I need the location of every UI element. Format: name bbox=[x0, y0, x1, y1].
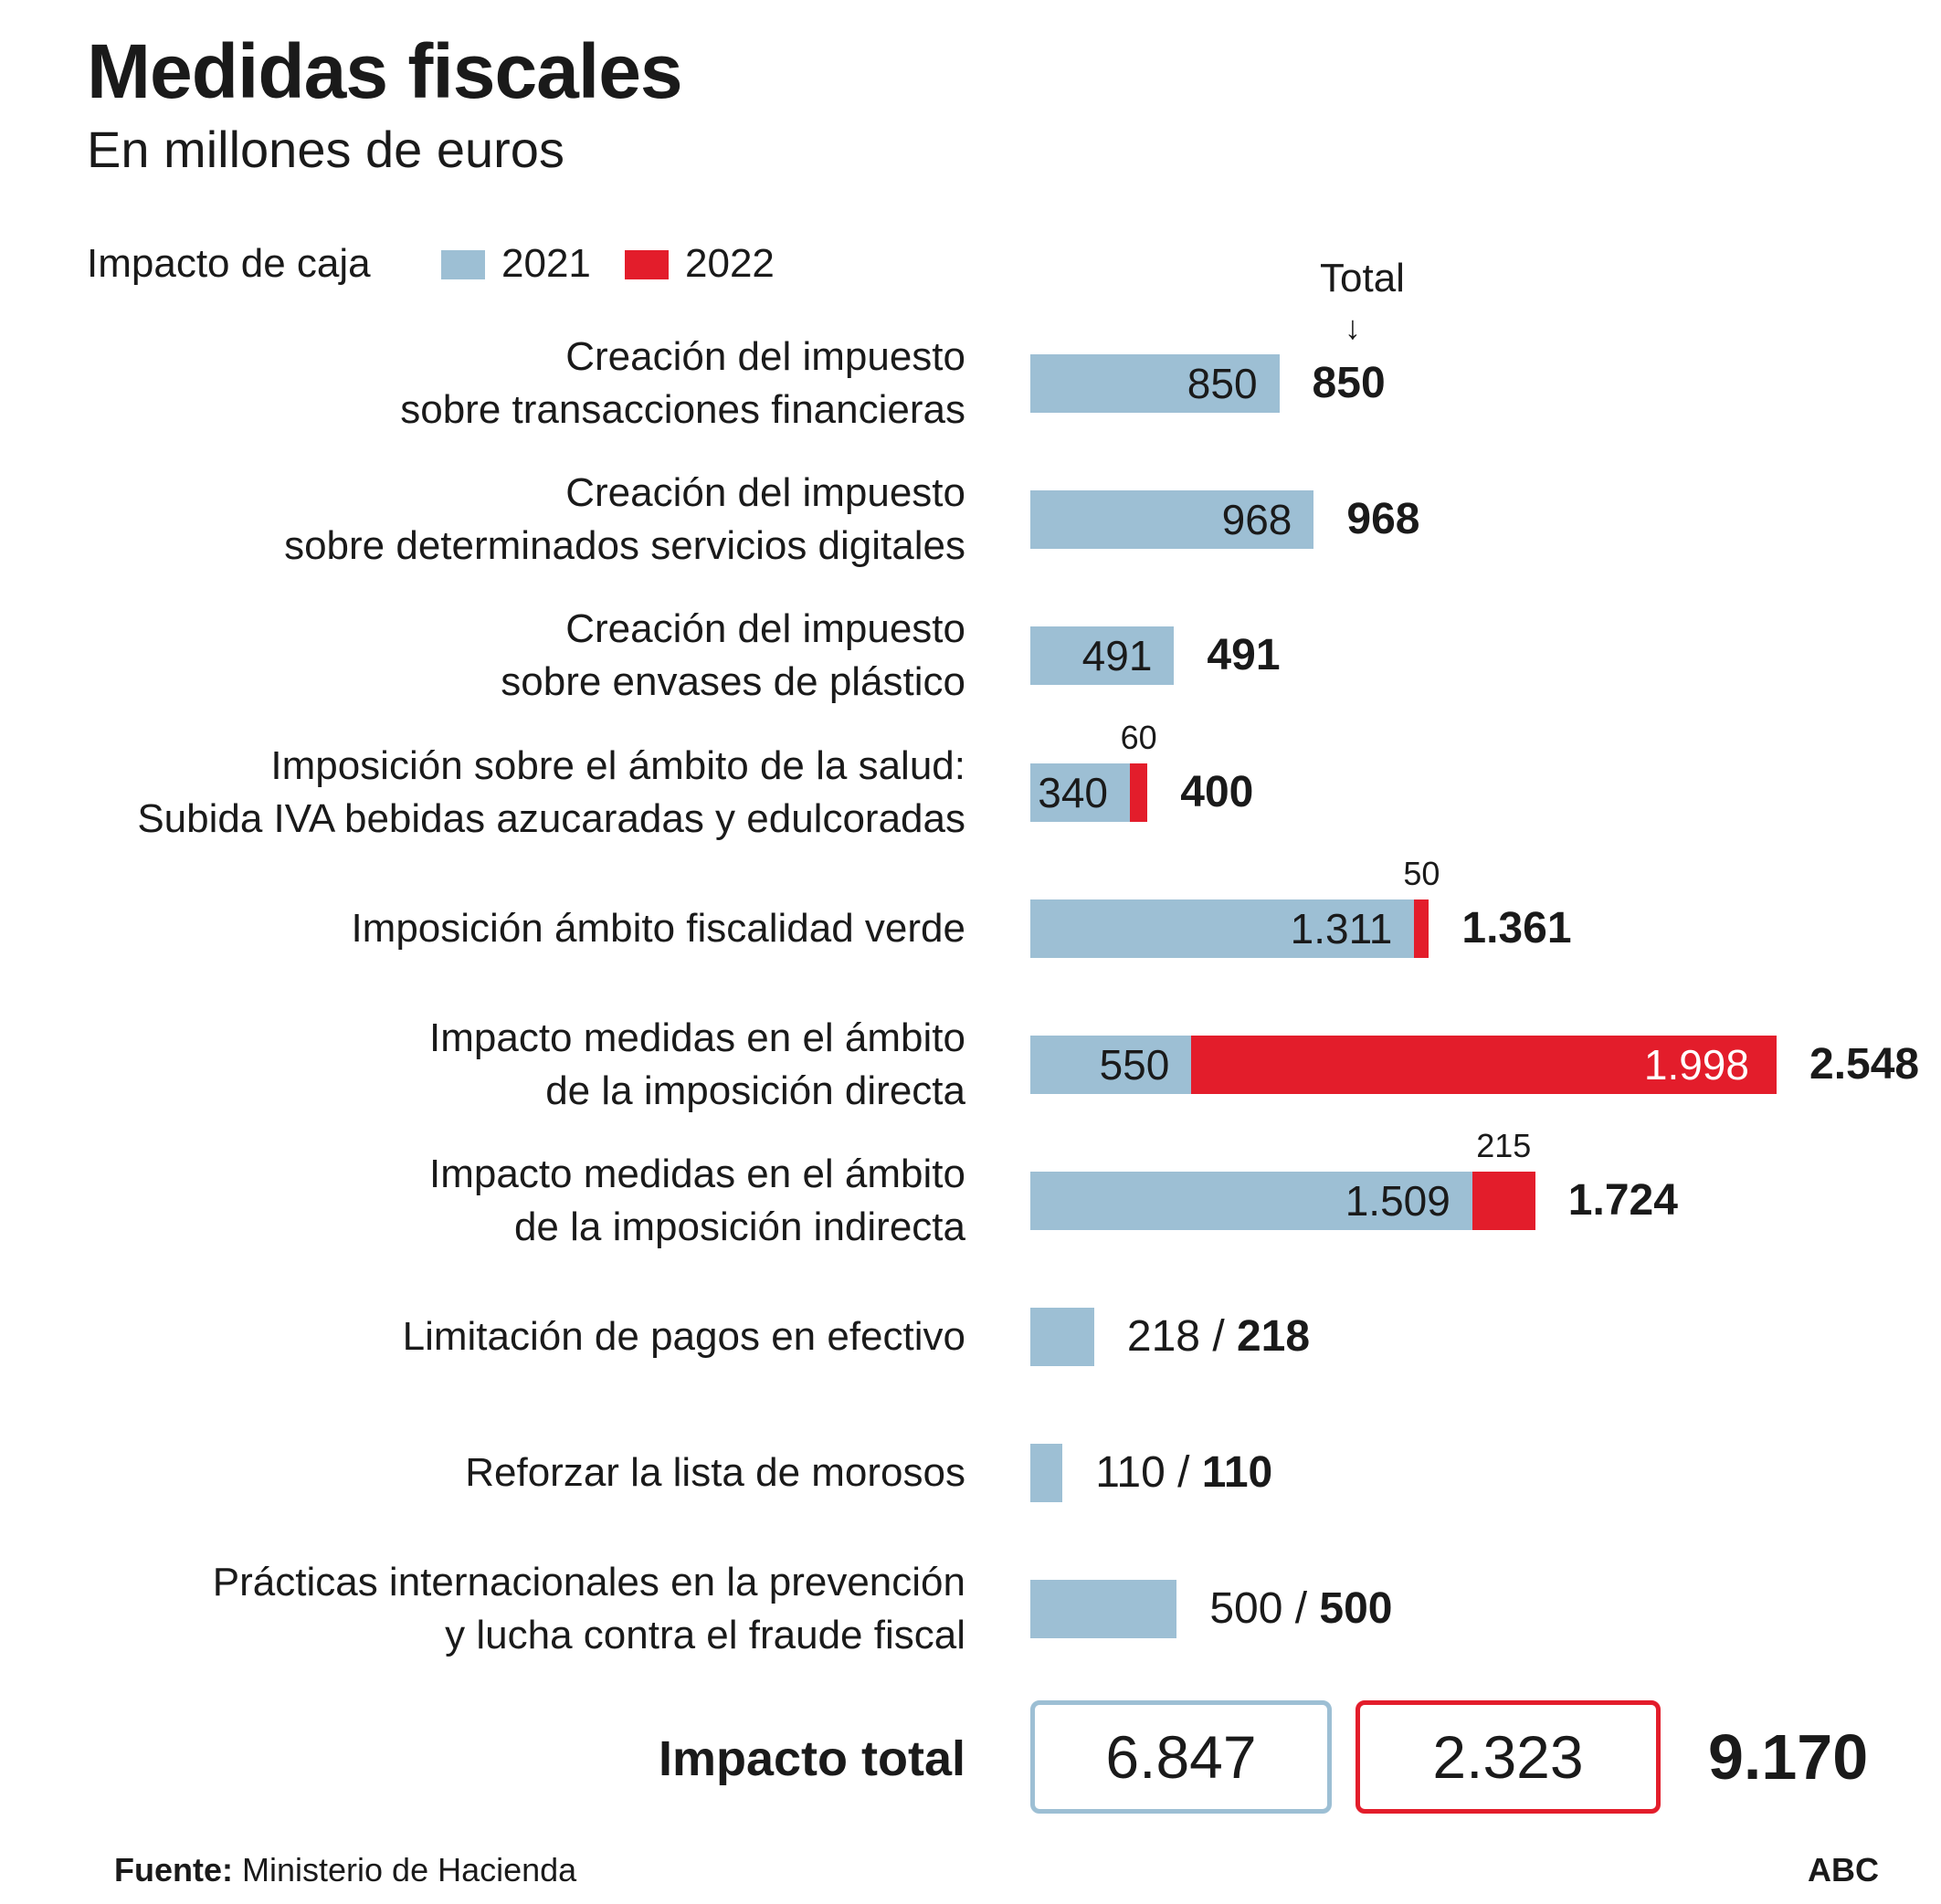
row-label-line-2: sobre envases de plástico bbox=[501, 659, 965, 704]
legend-item-2021: 2021 bbox=[441, 239, 591, 289]
bar-2022 bbox=[1414, 899, 1429, 958]
data-label-2021: 110 / bbox=[1095, 1448, 1202, 1497]
row-label-line-1: Creación del impuesto bbox=[565, 470, 965, 515]
row-total-value: 500 bbox=[1319, 1584, 1393, 1633]
total-column-header: Total bbox=[1320, 256, 1405, 300]
row-total: 400 bbox=[1180, 768, 1254, 816]
row-label-line-1: Reforzar la lista de morosos bbox=[465, 1450, 965, 1495]
legend-swatch-2022 bbox=[625, 250, 669, 279]
row-label: Creación del impuesto sobre envases de pl… bbox=[501, 603, 965, 709]
data-label-2022: 60 bbox=[1120, 719, 1157, 756]
data-label-2021: 1.509 bbox=[1345, 1177, 1450, 1225]
source-label: Fuente: bbox=[114, 1851, 233, 1888]
row-total: 218 / 218 bbox=[1127, 1308, 1310, 1366]
bar-2021 bbox=[1030, 490, 1314, 549]
down-arrow-icon: ↓ bbox=[1345, 309, 1361, 346]
row-total: 500 / 500 bbox=[1209, 1580, 1392, 1638]
legend-swatch-2021 bbox=[441, 250, 485, 279]
row-label-line-2: Subida IVA bebidas azucaradas y edulcora… bbox=[137, 796, 965, 841]
row-total-value: 110 bbox=[1201, 1448, 1273, 1497]
source-text: Ministerio de Hacienda bbox=[242, 1851, 577, 1888]
legend-label-2021: 2021 bbox=[501, 241, 591, 286]
row-label: Reforzar la lista de morosos bbox=[465, 1446, 965, 1499]
legend-item-2022: 2022 bbox=[625, 239, 775, 289]
impact-grand-total: 9.170 bbox=[1708, 1721, 1869, 1793]
data-label-2021: 968 bbox=[1221, 496, 1292, 543]
data-label-2021: 550 bbox=[1099, 1041, 1170, 1089]
row-label: Creación del impuesto sobre determinados … bbox=[284, 467, 965, 573]
row-label-line-2: sobre determinados servicios digitales bbox=[284, 523, 965, 568]
chart-subtitle: En millones de euros bbox=[87, 121, 564, 178]
brand-logo: ABC bbox=[1808, 1851, 1879, 1888]
row-total: 968 bbox=[1346, 495, 1420, 543]
chart-title: Medidas fiscales bbox=[87, 28, 683, 114]
bar-2021 bbox=[1030, 1036, 1192, 1094]
bar-2021 bbox=[1030, 1580, 1177, 1638]
bar-2022 bbox=[1130, 763, 1148, 822]
row-label-line-2: de la imposición indirecta bbox=[513, 1204, 965, 1249]
row-total: 1.361 bbox=[1461, 904, 1572, 952]
data-label-2021: 850 bbox=[1187, 360, 1258, 407]
row-label-line-1: Impacto medidas en el ámbito bbox=[429, 1152, 965, 1196]
impact-total-2022-box: 2.323 bbox=[1356, 1700, 1661, 1814]
data-label-2021: 340 bbox=[1038, 769, 1109, 816]
bar-2021 bbox=[1030, 899, 1415, 958]
row-label-line-1: Imposición ámbito fiscalidad verde bbox=[351, 906, 965, 951]
row-label-line-1: Impacto medidas en el ámbito bbox=[429, 1015, 965, 1060]
row-label: Creación del impuesto sobre transacciones… bbox=[400, 331, 965, 437]
row-label-line-1: Limitación de pagos en efectivo bbox=[402, 1314, 965, 1359]
row-label-line-1: Creación del impuesto bbox=[565, 334, 965, 379]
data-label-2022: 215 bbox=[1476, 1127, 1532, 1164]
data-label-2022: 1.998 bbox=[1643, 1041, 1749, 1089]
row-total-value: 218 bbox=[1236, 1312, 1311, 1361]
row-total: 110 / 110 bbox=[1095, 1444, 1272, 1502]
row-label-line-2: de la imposición directa bbox=[545, 1068, 965, 1113]
bar-2021 bbox=[1030, 1308, 1094, 1366]
legend-label-2022: 2022 bbox=[685, 241, 775, 286]
row-total: 491 bbox=[1207, 631, 1281, 679]
bar-2021 bbox=[1030, 354, 1280, 413]
impact-total-label: Impacto total bbox=[658, 1731, 965, 1786]
row-label: Prácticas internacionales en la prevenci… bbox=[213, 1556, 965, 1662]
impact-total-2021-box: 6.847 bbox=[1030, 1700, 1332, 1814]
data-label-2021: 500 / bbox=[1209, 1584, 1320, 1633]
legend-title: Impacto de caja bbox=[87, 241, 371, 286]
row-label: Imposición sobre el ámbito de la salud: S… bbox=[137, 740, 965, 846]
row-label-line-1: Creación del impuesto bbox=[565, 606, 965, 651]
bar-2022 bbox=[1472, 1172, 1535, 1230]
row-label: Imposición ámbito fiscalidad verde bbox=[351, 902, 965, 955]
row-total: 850 bbox=[1312, 359, 1386, 407]
bar-2021 bbox=[1030, 763, 1131, 822]
row-total: 2.548 bbox=[1809, 1040, 1920, 1089]
row-label-line-2: y lucha contra el fraude fiscal bbox=[445, 1613, 965, 1657]
data-label-2021: 491 bbox=[1081, 632, 1153, 679]
row-label: Impacto medidas en el ámbito de la imposi… bbox=[429, 1012, 965, 1118]
row-label: Limitación de pagos en efectivo bbox=[403, 1310, 965, 1363]
data-label-2022: 50 bbox=[1403, 855, 1440, 892]
row-label-line-2: sobre transacciones financieras bbox=[400, 387, 965, 432]
row-label: Impacto medidas en el ámbito de la imposi… bbox=[429, 1148, 965, 1254]
bar-2021 bbox=[1030, 1172, 1472, 1230]
bar-2021 bbox=[1030, 1444, 1063, 1502]
row-total: 1.724 bbox=[1567, 1176, 1678, 1225]
bar-2021 bbox=[1030, 626, 1175, 685]
data-label-2021: 218 / bbox=[1126, 1312, 1237, 1361]
data-label-2021: 1.311 bbox=[1290, 905, 1393, 952]
bar-2022 bbox=[1191, 1036, 1777, 1094]
row-label-line-1: Prácticas internacionales en la prevenci… bbox=[212, 1560, 965, 1604]
source-note: Fuente: Ministerio de Hacienda bbox=[114, 1850, 576, 1890]
row-label-line-1: Imposición sobre el ámbito de la salud: bbox=[270, 743, 965, 788]
